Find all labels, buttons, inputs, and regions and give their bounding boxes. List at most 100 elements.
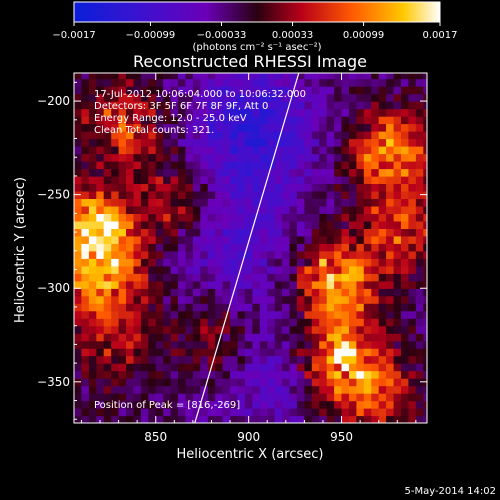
heatmap-cell: [363, 183, 372, 192]
heatmap-cell: [163, 138, 172, 147]
heatmap-cell: [192, 161, 201, 170]
heatmap-cell: [81, 78, 90, 87]
heatmap-cell: [200, 340, 209, 349]
heatmap-cell: [423, 280, 427, 289]
heatmap-cell: [96, 168, 105, 177]
heatmap-cell: [356, 273, 365, 282]
heatmap-cell: [363, 265, 372, 274]
heatmap-cell: [155, 228, 164, 237]
heatmap-cell: [163, 190, 172, 199]
heatmap-cell: [319, 378, 328, 387]
heatmap-cell: [170, 273, 179, 282]
heatmap-cell: [274, 400, 283, 409]
heatmap-cell: [81, 161, 90, 170]
heatmap-cell: [386, 295, 395, 304]
heatmap-cell: [259, 348, 268, 357]
heatmap-cell: [289, 258, 298, 267]
heatmap-cell: [230, 250, 239, 259]
heatmap-cell: [96, 213, 105, 222]
heatmap-cell: [371, 205, 380, 214]
heatmap-cell: [356, 303, 365, 312]
heatmap-cell: [185, 86, 194, 95]
heatmap-cell: [74, 108, 82, 117]
heatmap-cell: [296, 385, 305, 394]
heatmap-cell: [408, 175, 417, 184]
heatmap-cell: [215, 288, 224, 297]
heatmap-cell: [274, 318, 283, 327]
heatmap-cell: [282, 415, 291, 423]
heatmap-cell: [192, 348, 201, 357]
heatmap-cell: [163, 400, 172, 409]
heatmap-cell: [371, 340, 380, 349]
heatmap-cell: [304, 363, 313, 372]
heatmap-cell: [133, 175, 142, 184]
heatmap-cell: [133, 363, 142, 372]
heatmap-cell: [341, 408, 350, 417]
heatmap-cell: [126, 153, 134, 162]
heatmap-cell: [356, 348, 365, 357]
heatmap-cell: [415, 73, 424, 80]
heatmap-cell: [408, 213, 417, 222]
heatmap-cell: [378, 86, 387, 95]
heatmap-cell: [185, 153, 194, 162]
heatmap-cell: [393, 228, 402, 237]
heatmap-cell: [237, 198, 246, 207]
heatmap-cell: [356, 123, 365, 132]
heatmap-cell: [222, 243, 231, 252]
heatmap-cell: [259, 370, 268, 379]
heatmap-cell: [415, 303, 424, 312]
heatmap-cell: [74, 400, 82, 409]
heatmap-cell: [326, 258, 335, 267]
heatmap-cell: [423, 123, 427, 132]
heatmap-cell: [259, 205, 268, 214]
heatmap-cell: [148, 258, 157, 267]
heatmap-cell: [371, 280, 380, 289]
heatmap-cell: [148, 190, 157, 199]
heatmap-cell: [378, 348, 387, 357]
heatmap-cell: [319, 250, 328, 259]
heatmap-cell: [356, 280, 365, 289]
heatmap-cell: [282, 123, 291, 132]
heatmap-cell: [304, 108, 313, 117]
annotation-detectors: Detectors: 3F 5F 6F 7F 8F 9F, Att 0: [94, 101, 268, 112]
heatmap-cell: [230, 78, 239, 87]
heatmap-cell: [88, 415, 97, 423]
heatmap-cell: [356, 183, 365, 192]
heatmap-cell: [408, 168, 417, 177]
heatmap-cell: [133, 408, 142, 417]
heatmap-cell: [296, 295, 305, 304]
heatmap-cell: [192, 295, 201, 304]
heatmap-cell: [192, 400, 201, 409]
heatmap-cell: [304, 288, 313, 297]
heatmap-cell: [140, 400, 149, 409]
heatmap-cell: [252, 415, 261, 423]
heatmap-cell: [140, 175, 149, 184]
heatmap-cell: [252, 400, 261, 409]
heatmap-cell: [282, 161, 291, 170]
colorbar-tick-label: −0.00033: [197, 30, 247, 41]
heatmap-cell: [326, 86, 335, 95]
heatmap-cell: [178, 340, 186, 349]
heatmap-cell: [363, 235, 372, 244]
heatmap-cell: [326, 400, 335, 409]
heatmap-cell: [111, 116, 120, 125]
heatmap-cell: [319, 288, 328, 297]
heatmap-cell: [274, 378, 283, 387]
heatmap-cell: [200, 258, 209, 267]
heatmap-cell: [334, 243, 343, 252]
heatmap-cell: [185, 363, 194, 372]
heatmap-cell: [363, 385, 372, 394]
heatmap-cell: [363, 325, 372, 334]
heatmap-cell: [415, 183, 424, 192]
heatmap-cell: [401, 370, 409, 379]
heatmap-cell: [401, 378, 409, 387]
heatmap-cell: [103, 355, 112, 364]
heatmap-cell: [386, 101, 395, 110]
heatmap-cell: [393, 318, 402, 327]
heatmap-cell: [185, 146, 194, 155]
heatmap-cell: [215, 205, 224, 214]
heatmap-cell: [267, 220, 276, 229]
heatmap-cell: [334, 146, 343, 155]
annotation-energy: Energy Range: 12.0 - 25.0 keV: [94, 113, 247, 124]
heatmap-cell: [140, 318, 149, 327]
